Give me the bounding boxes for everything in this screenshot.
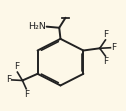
Text: F: F <box>111 43 117 52</box>
Text: F: F <box>103 30 108 39</box>
Text: F: F <box>6 75 11 84</box>
Text: F: F <box>24 90 29 99</box>
Text: F: F <box>103 57 108 66</box>
Text: F: F <box>15 62 20 71</box>
Text: H₂N: H₂N <box>28 22 46 31</box>
